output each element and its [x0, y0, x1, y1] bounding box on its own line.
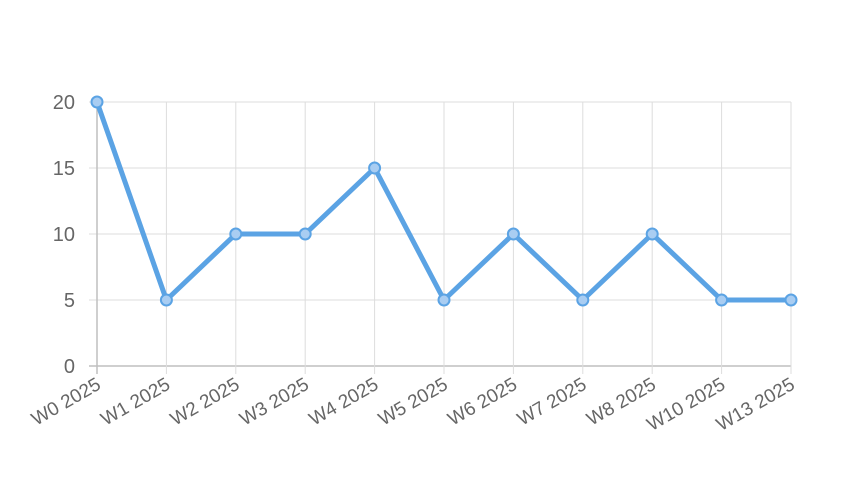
data-point[interactable] [368, 161, 382, 175]
data-point[interactable] [90, 95, 104, 109]
data-point[interactable] [437, 293, 451, 307]
y-tick-label: 20 [53, 92, 75, 114]
data-point[interactable] [715, 293, 729, 307]
x-tick-label: W3 2025 [236, 374, 312, 430]
x-tick-label: W2 2025 [167, 374, 243, 430]
y-tick-label: 0 [64, 356, 75, 378]
data-point[interactable] [229, 227, 243, 241]
data-point[interactable] [576, 293, 590, 307]
x-tick-label: W0 2025 [28, 374, 104, 430]
x-tick-label: W1 2025 [98, 374, 174, 430]
x-tick-label: W7 2025 [514, 374, 590, 430]
data-point[interactable] [298, 227, 312, 241]
x-tick-label: W5 2025 [375, 374, 451, 430]
y-tick-label: 5 [64, 290, 75, 312]
data-point[interactable] [784, 293, 798, 307]
x-tick-label: W10 2025 [644, 374, 730, 435]
series-layer [90, 95, 798, 307]
y-tick-label: 10 [53, 224, 75, 246]
grid-layer [89, 101, 792, 374]
x-tick-label: W4 2025 [306, 374, 382, 430]
x-tick-label: W6 2025 [445, 374, 521, 430]
y-tick-label: 15 [53, 158, 75, 180]
data-point[interactable] [159, 293, 173, 307]
x-tick-label: W13 2025 [713, 374, 799, 435]
data-point[interactable] [645, 227, 659, 241]
data-point[interactable] [506, 227, 520, 241]
